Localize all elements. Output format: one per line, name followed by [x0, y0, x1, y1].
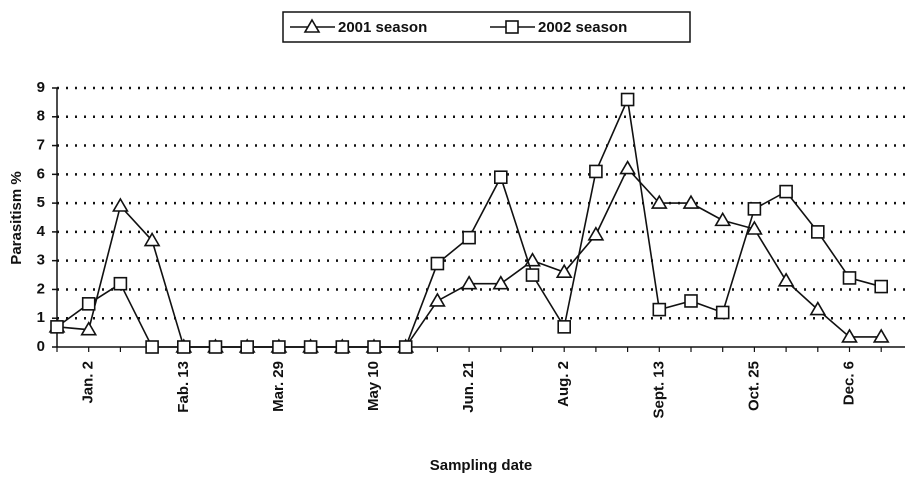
x-tick-label: Dec. 6 — [840, 361, 857, 405]
data-point — [460, 275, 478, 290]
data-point — [874, 279, 889, 294]
data-point — [177, 340, 191, 354]
y-tick-label: 4 — [37, 223, 46, 240]
data-point — [587, 226, 605, 241]
data-point — [589, 164, 603, 179]
data-point — [80, 321, 98, 336]
legend-marker — [505, 20, 519, 34]
data-point — [779, 184, 793, 199]
data-point — [208, 340, 223, 354]
data-point — [525, 268, 540, 282]
x-axis-label: Sampling date — [430, 457, 533, 474]
data-point — [841, 328, 858, 343]
data-point — [557, 320, 572, 334]
data-point — [493, 170, 508, 185]
x-tick-label: Jun. 21 — [460, 361, 477, 413]
data-point — [650, 194, 668, 209]
y-tick-label: 0 — [37, 338, 45, 355]
x-tick-label: Aug. 2 — [555, 361, 572, 407]
data-point — [777, 272, 795, 287]
data-point — [240, 340, 254, 354]
x-tick-label: Mar. 29 — [270, 361, 287, 412]
data-point — [398, 340, 413, 354]
data-point — [619, 159, 636, 175]
y-tick-label: 7 — [37, 137, 45, 154]
data-point — [303, 340, 318, 354]
x-tick-label: May 10 — [365, 361, 382, 411]
data-point — [684, 294, 698, 308]
data-point — [429, 292, 446, 307]
series-line — [56, 167, 882, 348]
x-tick-label: Sept. 13 — [650, 361, 667, 419]
data-point — [113, 276, 128, 291]
y-tick-label: 5 — [37, 194, 45, 211]
data-point — [620, 92, 635, 107]
data-point — [272, 340, 286, 354]
y-axis-label: Parasitism % — [8, 171, 25, 264]
data-point — [462, 230, 476, 245]
x-tick-label: Jan. 2 — [80, 361, 97, 404]
data-point — [81, 297, 96, 311]
data-point — [367, 340, 381, 354]
data-point — [872, 328, 890, 343]
data-point — [714, 211, 732, 227]
data-point — [682, 194, 700, 209]
data-point — [715, 305, 730, 320]
y-tick-label: 6 — [37, 165, 45, 182]
data-point — [747, 202, 762, 216]
data-point — [809, 301, 827, 316]
data-point — [112, 197, 129, 212]
data-point — [810, 225, 825, 239]
data-point — [555, 263, 573, 278]
y-tick-label: 9 — [37, 79, 45, 96]
data-point — [492, 275, 510, 290]
series-line — [56, 96, 882, 348]
y-tick-label: 2 — [37, 280, 45, 297]
data-point — [652, 302, 667, 317]
data-point — [143, 231, 161, 247]
x-tick-label: Fab. 13 — [175, 361, 192, 413]
y-tick-label: 3 — [37, 252, 45, 269]
legend-label: 2002 season — [538, 19, 627, 36]
legend-box — [282, 11, 691, 43]
legend-marker — [303, 18, 321, 33]
legend-label: 2001 season — [338, 19, 427, 36]
data-point — [335, 340, 350, 354]
data-point — [50, 320, 64, 334]
data-point — [145, 340, 159, 354]
data-point — [842, 271, 857, 285]
data-point — [746, 220, 763, 235]
data-point — [430, 256, 445, 271]
y-tick-label: 1 — [37, 309, 45, 326]
y-tick-label: 8 — [37, 108, 45, 125]
x-tick-label: Oct. 25 — [745, 361, 762, 411]
